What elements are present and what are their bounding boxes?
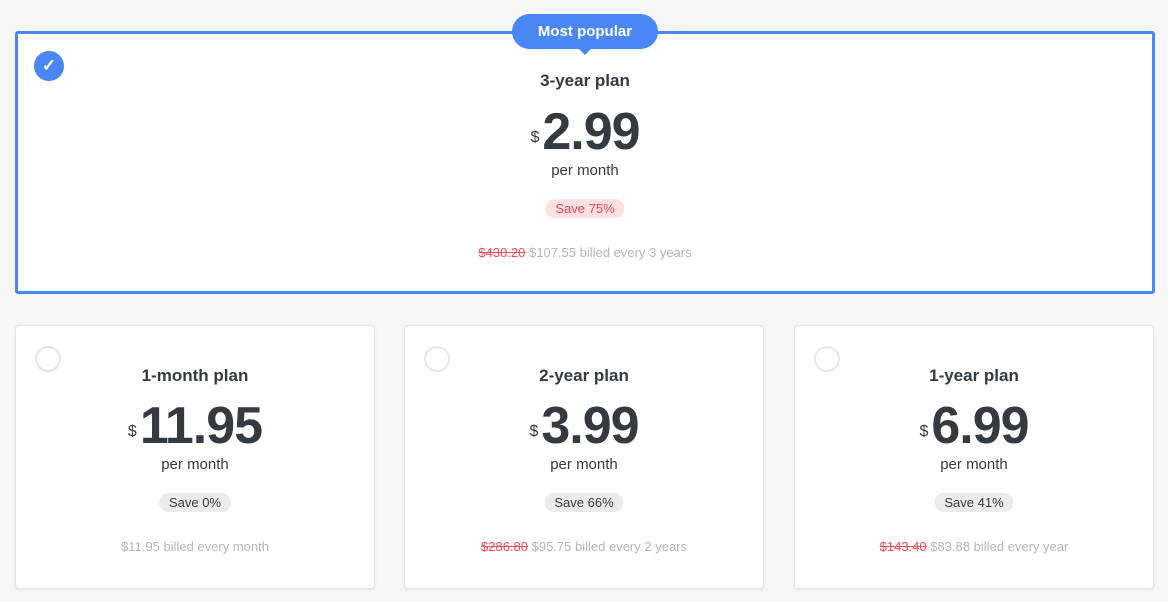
save-badge: Save 0% xyxy=(158,493,232,512)
plan-title: 1-month plan xyxy=(141,366,249,385)
billing-info: $430.20 $107.55 billed every 3 years xyxy=(478,245,692,260)
plan-title: 3-year plan xyxy=(540,71,630,90)
radio-button[interactable] xyxy=(814,346,840,372)
most-popular-badge: Most popular xyxy=(512,14,658,55)
plan-card-1-month[interactable]: 1-month plan $11.95 per month Save 0% $1… xyxy=(15,325,375,589)
price-period: per month xyxy=(550,456,618,473)
radio-button[interactable] xyxy=(424,346,450,372)
plan-card-3-year[interactable]: ✓ 3-year plan $2.99 per month Save 75% $… xyxy=(15,31,1155,294)
price-period: per month xyxy=(940,456,1008,473)
plan-price: $3.99 xyxy=(529,397,639,455)
plan-price: $11.95 xyxy=(127,397,263,455)
plan-card-2-year[interactable]: 2-year plan $3.99 per month Save 66% $28… xyxy=(404,325,764,589)
billing-info: $11.95 billed every month xyxy=(121,539,269,554)
plan-price: $2.99 xyxy=(530,103,640,161)
radio-button[interactable] xyxy=(35,346,61,372)
billing-info: $143.40 $83.88 billed every year xyxy=(879,539,1069,554)
price-period: per month xyxy=(161,456,229,473)
plan-title: 2-year plan xyxy=(539,366,629,385)
billing-info: $286.80 $95.75 billed every 2 years xyxy=(481,539,687,554)
price-period: per month xyxy=(551,162,619,179)
save-badge: Save 66% xyxy=(544,493,624,512)
plan-title: 1-year plan xyxy=(929,366,1019,385)
plan-price: $6.99 xyxy=(919,397,1029,455)
check-icon[interactable]: ✓ xyxy=(34,51,64,81)
plan-card-1-year[interactable]: 1-year plan $6.99 per month Save 41% $14… xyxy=(794,325,1154,589)
save-badge: Save 41% xyxy=(934,493,1014,512)
save-badge: Save 75% xyxy=(545,199,625,218)
